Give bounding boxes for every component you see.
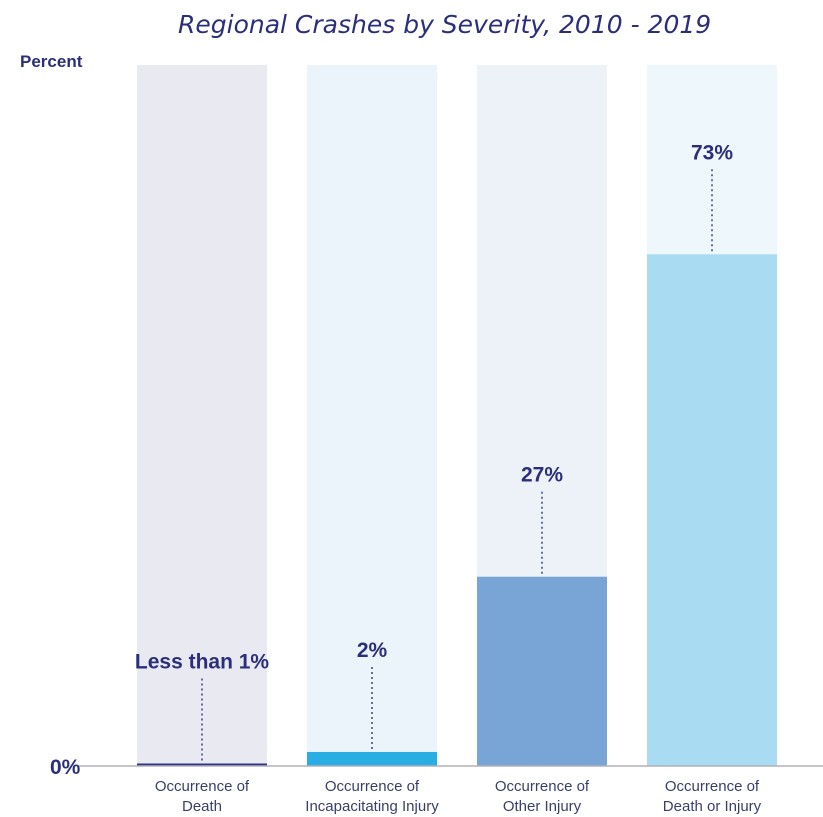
bar-2	[477, 576, 607, 766]
value-label-0: Less than 1%	[135, 651, 270, 674]
category-label-2-1: Other Injury	[503, 798, 582, 815]
bar-band-1	[307, 65, 437, 766]
category-label-3-0: Occurrence of	[665, 778, 760, 795]
bar-3	[647, 254, 777, 766]
value-label-3: 73%	[691, 141, 733, 164]
value-label-2: 27%	[521, 464, 563, 487]
category-label-1-0: Occurrence of	[325, 778, 420, 795]
bar-0	[137, 763, 267, 766]
category-label-1-1: Incapacitating Injury	[305, 798, 439, 815]
category-label-2-0: Occurrence of	[495, 778, 590, 795]
value-label-1: 2%	[357, 639, 388, 662]
category-label-0-1: Death	[182, 798, 222, 815]
category-label-0-0: Occurrence of	[155, 778, 250, 795]
y-tick-label-0: 0%	[50, 756, 81, 779]
bar-band-0	[137, 65, 267, 766]
bar-1	[307, 751, 437, 766]
percent-axis-label: Percent	[20, 52, 83, 71]
chart-title: Regional Crashes by Severity, 2010 - 201…	[178, 10, 712, 39]
category-label-3-1: Death or Injury	[663, 798, 762, 815]
